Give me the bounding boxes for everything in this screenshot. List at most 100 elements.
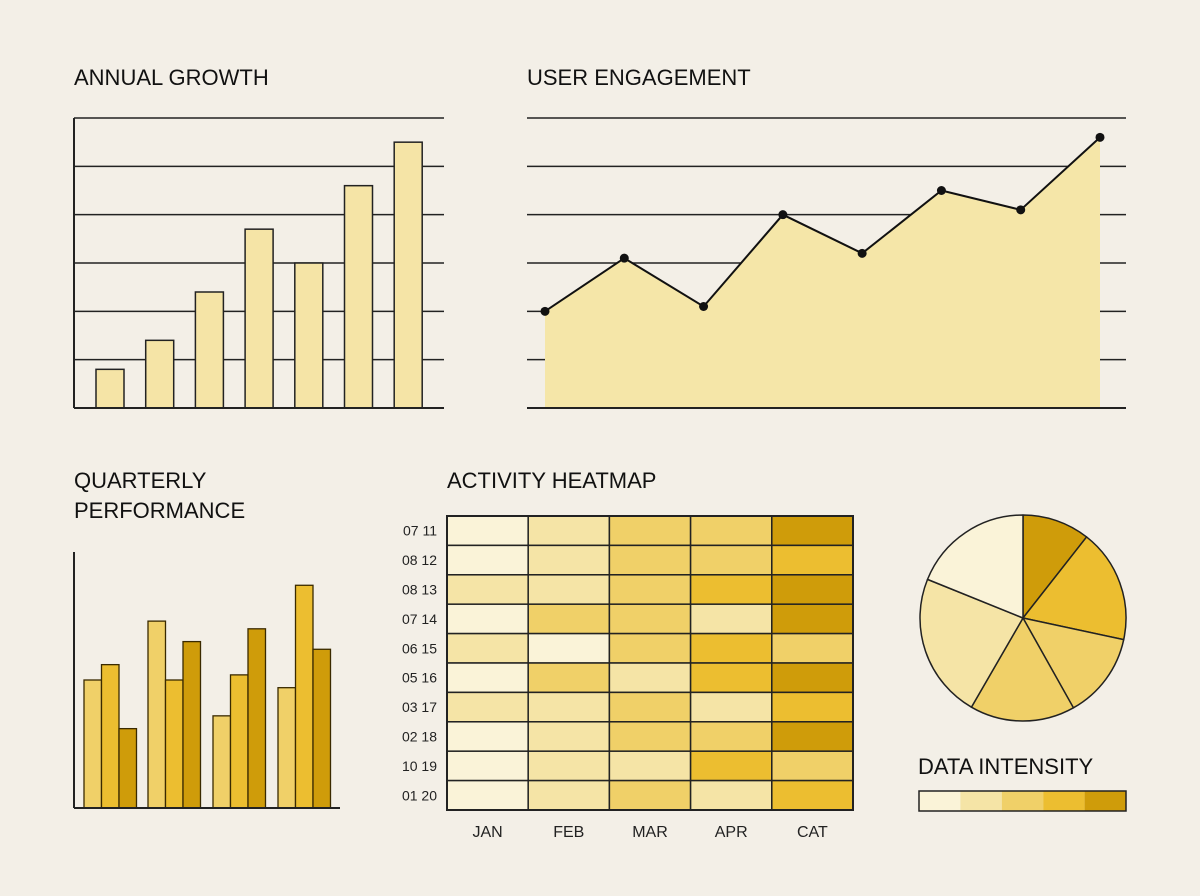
column-label: FEB xyxy=(553,824,584,841)
heatmap-cell xyxy=(446,632,529,664)
heatmap-cell xyxy=(527,544,611,576)
bar xyxy=(144,339,175,409)
bar xyxy=(147,620,167,809)
heatmap-cell xyxy=(527,750,611,782)
legend-title: DATA INTENSITY xyxy=(918,754,1094,779)
data-point xyxy=(936,186,946,195)
heatmap-cell xyxy=(689,544,773,576)
column-label: APR xyxy=(715,824,748,841)
heatmap-cell xyxy=(446,691,529,723)
heatmap-cell xyxy=(446,603,529,635)
heatmap-cell xyxy=(608,750,692,782)
heatmap-cell xyxy=(608,544,692,576)
bar xyxy=(229,674,249,809)
heatmap-cell xyxy=(689,691,773,723)
heatmap-cell xyxy=(771,603,854,635)
annual-growth-title: ANNUAL GROWTH xyxy=(74,65,269,90)
row-label: 02 18 xyxy=(402,729,437,745)
heatmap-cell xyxy=(771,662,854,694)
column-label: MAR xyxy=(632,824,668,841)
heatmap-cell xyxy=(689,603,773,635)
heatmap-cell xyxy=(689,721,773,752)
pie-slice xyxy=(919,578,1024,708)
bar xyxy=(294,262,324,409)
heatmap-cell xyxy=(527,515,611,547)
quarterly-title-line2: PERFORMANCE xyxy=(74,498,245,523)
heatmap-cell xyxy=(771,544,854,576)
bar xyxy=(212,715,232,809)
bar xyxy=(343,184,374,409)
heatmap-cell xyxy=(446,574,529,605)
data-point xyxy=(857,248,867,258)
heatmap-cell xyxy=(689,750,773,782)
row-label: 08 12 xyxy=(402,552,437,568)
quarterly-title-line1: QUARTERLY xyxy=(74,468,207,493)
bar xyxy=(312,648,332,809)
bar xyxy=(393,141,423,409)
data-point xyxy=(778,210,788,220)
data-point xyxy=(540,306,550,316)
heatmap-cell xyxy=(527,603,611,635)
heatmap-cell xyxy=(771,750,854,782)
heatmap-cell xyxy=(771,515,854,547)
data-point xyxy=(619,253,629,263)
legend-swatch xyxy=(1001,791,1044,811)
heatmap-cell xyxy=(689,515,773,547)
heatmap-cell xyxy=(608,632,692,664)
legend-border xyxy=(918,790,1127,812)
annual-growth-chart xyxy=(73,117,444,409)
row-label: 03 17 xyxy=(402,699,437,715)
heatmap-cell xyxy=(608,691,692,723)
quarterly-performance-chart xyxy=(73,552,340,809)
pie-slice xyxy=(1022,536,1127,641)
legend-swatch xyxy=(919,791,961,811)
heatmap-cell xyxy=(771,574,854,605)
bar xyxy=(247,628,267,809)
row-label: 05 16 xyxy=(402,670,437,686)
column-label: JAN xyxy=(472,824,502,841)
line-series xyxy=(544,136,1101,313)
bar xyxy=(83,679,103,809)
pie-slice xyxy=(970,617,1075,722)
heatmap-cell xyxy=(446,662,529,694)
heatmap-cell xyxy=(527,691,611,723)
bar xyxy=(164,679,184,809)
heatmap-cell xyxy=(608,662,692,694)
pie-slice xyxy=(926,514,1024,619)
data-point xyxy=(1095,132,1105,142)
row-label: 07 11 xyxy=(403,523,437,539)
area-fill xyxy=(545,137,1100,409)
column-label: CAT xyxy=(797,824,828,841)
heatmap-cell xyxy=(771,721,854,752)
heatmap-cell xyxy=(446,779,529,811)
heatmap-cell xyxy=(446,544,529,576)
heatmap-cell xyxy=(446,721,529,752)
heatmap-cell xyxy=(689,574,773,605)
bar xyxy=(118,727,138,809)
legend-swatch xyxy=(1084,791,1126,811)
heatmap-cell xyxy=(608,603,692,635)
heatmap-cell xyxy=(527,662,611,694)
bar xyxy=(100,663,120,809)
row-label: 06 15 xyxy=(402,640,437,656)
bar xyxy=(277,687,297,809)
heatmap-cell xyxy=(689,632,773,664)
bar xyxy=(95,368,125,409)
row-label: 08 13 xyxy=(402,582,437,598)
pie-chart xyxy=(919,514,1127,722)
heatmap-cell xyxy=(689,779,773,811)
bar xyxy=(194,291,225,409)
pie-slice xyxy=(1022,617,1125,709)
row-label: 07 14 xyxy=(402,611,437,627)
row-label: 01 20 xyxy=(402,787,437,803)
user-engagement-chart xyxy=(527,117,1126,409)
heatmap-cell xyxy=(446,750,529,782)
heatmap-cell xyxy=(608,574,692,605)
heatmap-cell xyxy=(771,632,854,664)
legend-swatch xyxy=(1043,791,1085,811)
data-point xyxy=(1016,205,1026,215)
bar xyxy=(182,640,202,809)
heatmap-cell xyxy=(527,779,611,811)
bar xyxy=(244,228,274,409)
